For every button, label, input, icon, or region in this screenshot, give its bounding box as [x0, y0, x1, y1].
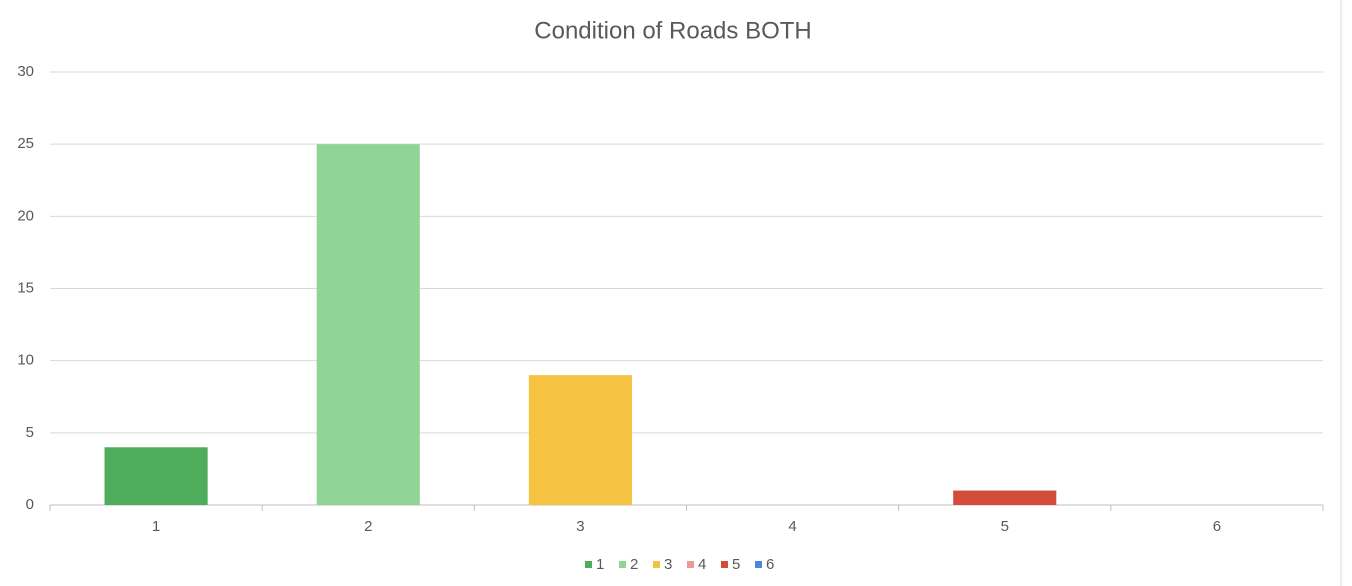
- x-tick-label: 1: [152, 518, 160, 535]
- legend-label: 5: [732, 556, 740, 573]
- legend-swatch: [687, 561, 694, 568]
- x-tick-label: 3: [576, 518, 584, 535]
- x-tick-label: 6: [1213, 518, 1221, 535]
- x-tick-label: 4: [788, 518, 796, 535]
- legend-label: 2: [630, 556, 638, 573]
- y-tick-label: 20: [17, 207, 34, 224]
- bar: [316, 144, 420, 505]
- y-tick-label: 10: [17, 352, 34, 369]
- bar: [528, 375, 632, 505]
- x-tick-label: 2: [364, 518, 372, 535]
- y-tick-label: 30: [17, 63, 34, 80]
- legend-label: 3: [664, 556, 672, 573]
- legend-swatch: [653, 561, 660, 568]
- bar: [953, 490, 1057, 505]
- bar: [104, 447, 208, 505]
- y-tick-label: 15: [17, 279, 34, 296]
- y-tick-label: 0: [26, 496, 34, 513]
- legend-label: 6: [766, 556, 774, 573]
- legend-swatch: [585, 561, 592, 568]
- y-tick-label: 25: [17, 135, 34, 152]
- legend-label: 4: [698, 556, 706, 573]
- legend-swatch: [619, 561, 626, 568]
- legend-swatch: [721, 561, 728, 568]
- y-tick-label: 5: [26, 424, 34, 441]
- x-tick-label: 5: [1001, 518, 1009, 535]
- chart-title: Condition of Roads BOTH: [534, 17, 811, 44]
- legend-label: 1: [596, 556, 604, 573]
- legend-swatch: [755, 561, 762, 568]
